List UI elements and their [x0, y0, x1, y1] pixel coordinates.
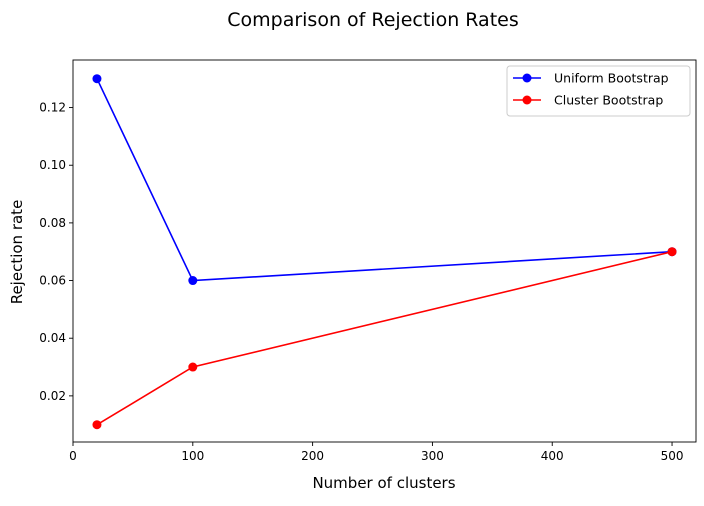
series-line-1 [96, 250, 673, 426]
y-tick-label: 0.10 [39, 158, 66, 172]
legend-marker-1 [522, 95, 532, 105]
x-tick-label: 500 [661, 449, 684, 463]
x-axis-label: Number of clusters [312, 474, 455, 492]
chart-title: Comparison of Rejection Rates [227, 9, 519, 31]
x-tick-label: 300 [421, 449, 444, 463]
legend-box [506, 65, 691, 117]
y-axis-label: Rejection rate [8, 200, 26, 305]
series-0-point-0 [92, 74, 102, 84]
legend-label-0: Uniform Bootstrap [554, 71, 669, 86]
series-0-point-1 [188, 276, 198, 286]
x-tick-label: 200 [301, 449, 324, 463]
y-tick-label: 0.12 [39, 101, 66, 115]
legend: Uniform Bootstrap Cluster Bootstrap [506, 65, 691, 117]
x-tick-label: 100 [181, 449, 204, 463]
series-1-point-1 [188, 362, 198, 372]
plot-area: 0 100 200 300 400 500 0.02 0.04 0.06 0.08 0.10 0.12 [39, 59, 697, 463]
y-tick-label: 0.04 [39, 331, 66, 345]
series-1-point-0 [92, 420, 102, 430]
legend-marker-0 [522, 73, 532, 83]
series-1-point-2 [667, 247, 677, 257]
x-tick-label: 0 [69, 449, 77, 463]
x-tick-label: 400 [541, 449, 564, 463]
legend-label-1: Cluster Bootstrap [554, 93, 663, 108]
y-tick-label: 0.06 [39, 274, 66, 288]
y-tick-label: 0.02 [39, 389, 66, 403]
axes-frame [72, 59, 697, 443]
y-tick-label: 0.08 [39, 216, 66, 230]
